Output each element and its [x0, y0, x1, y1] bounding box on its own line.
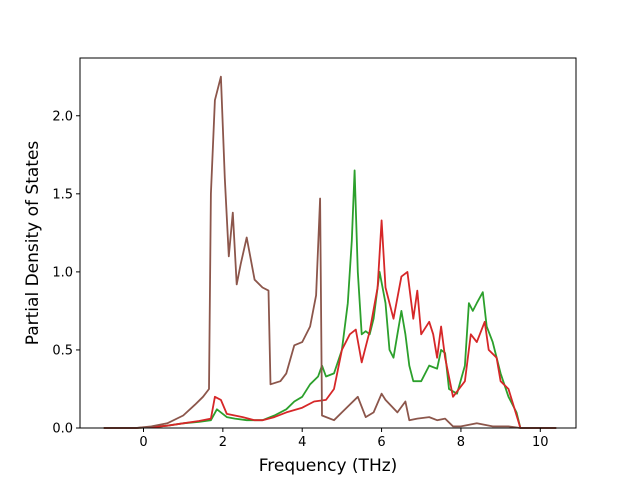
- y-tick-label: 1.0: [52, 265, 73, 280]
- y-axis-label: Partial Density of States: [23, 141, 43, 346]
- y-tick-label: 0.5: [52, 343, 73, 358]
- y-tick-label: 1.5: [52, 187, 73, 202]
- series-line-3: [103, 75, 557, 429]
- plot-frame: [79, 57, 577, 429]
- series-layer: [103, 75, 557, 429]
- x-tick-label: 8: [457, 435, 465, 450]
- x-tick-label: 10: [532, 435, 549, 450]
- y-tick-label: 2.0: [52, 109, 73, 124]
- x-tick-label: 0: [139, 435, 147, 450]
- series-line-2: [103, 219, 557, 429]
- y-tick-label: 0.0: [52, 422, 73, 437]
- x-tick-label: 6: [377, 435, 385, 450]
- ticks-layer: 0 2 4 6 8 10 0.0 0.5 1.0 1.5 2.0: [52, 109, 548, 450]
- x-tick-label: 2: [219, 435, 227, 450]
- x-axis-label: Frequency (THz): [259, 456, 398, 476]
- x-tick-label: 4: [298, 435, 306, 450]
